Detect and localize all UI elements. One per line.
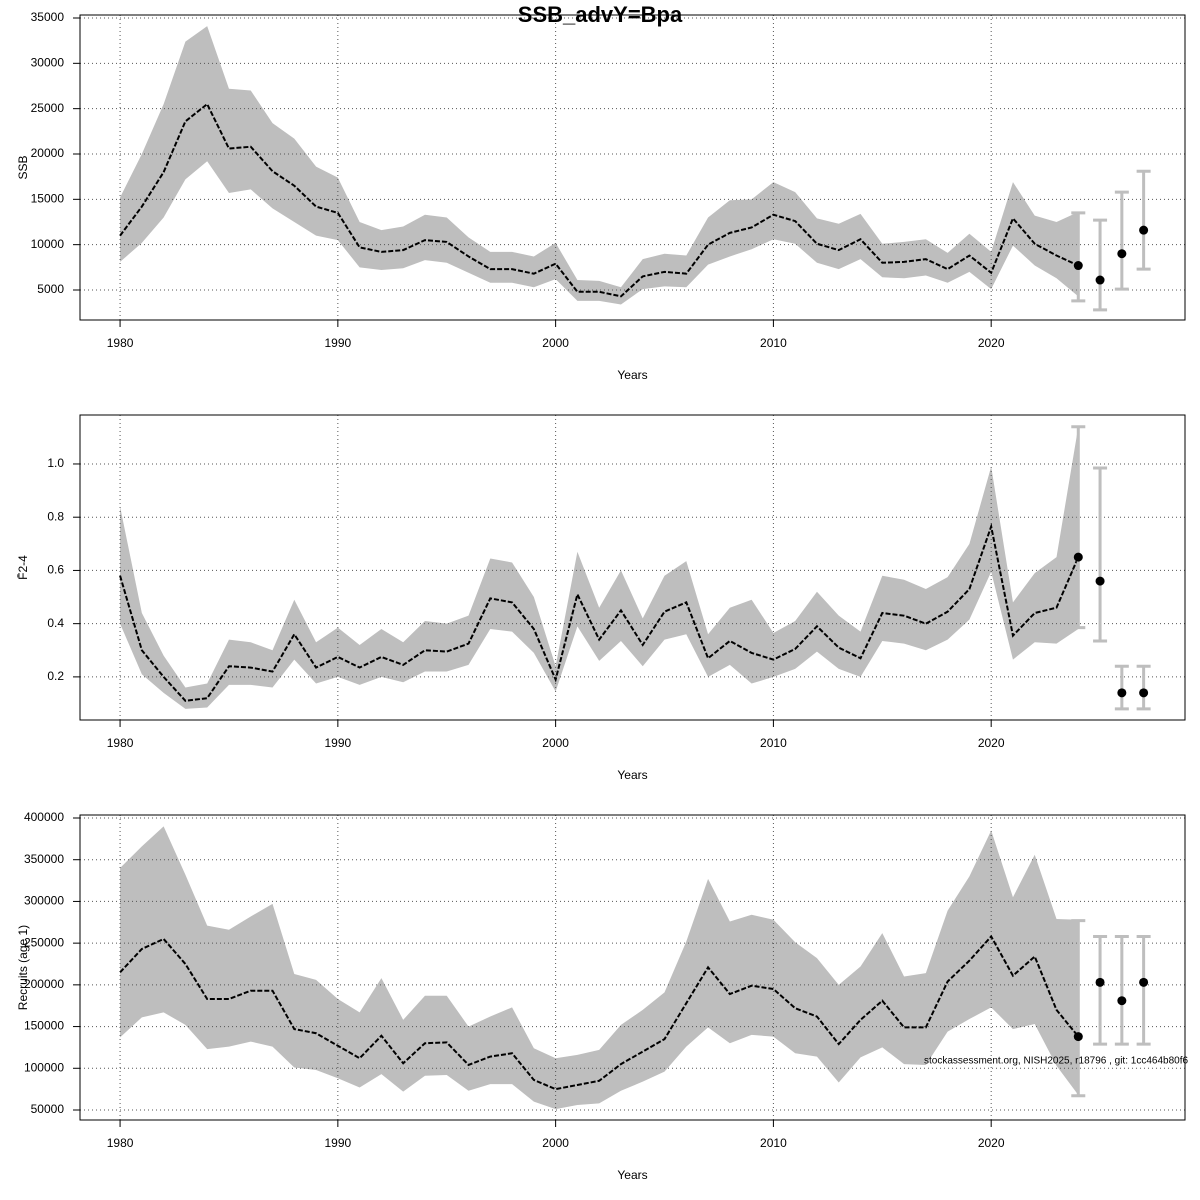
error-bar xyxy=(1114,934,1129,1046)
x-tick-label: 2000 xyxy=(542,1136,569,1150)
error-bar xyxy=(1093,934,1108,1046)
forecast-point xyxy=(1139,225,1149,235)
x-tick-label: 2020 xyxy=(978,1136,1005,1150)
error-bar xyxy=(1136,169,1151,271)
y-tick-label: 0.6 xyxy=(47,563,64,577)
forecast-point xyxy=(1095,275,1105,285)
plot-frame xyxy=(79,414,1186,721)
y-axis-label: F̄2-4 xyxy=(16,555,30,580)
y-tick-label: 0.4 xyxy=(47,616,64,630)
error-bar xyxy=(1093,466,1108,643)
y-tick-label: 250000 xyxy=(24,935,64,949)
error-bar xyxy=(1114,190,1129,291)
forecast-point xyxy=(1117,249,1127,259)
forecast-point xyxy=(1095,576,1105,586)
x-tick-label: 1990 xyxy=(324,1136,351,1150)
estimate-line xyxy=(119,102,1079,298)
plot-frame xyxy=(79,814,1186,1121)
plot-frame xyxy=(79,14,1186,321)
forecast-point xyxy=(1117,996,1127,1006)
error-bar xyxy=(1136,664,1151,711)
x-tick-label: 2020 xyxy=(978,336,1005,350)
error-bar xyxy=(1114,664,1129,711)
y-tick-label: 35000 xyxy=(31,10,65,24)
forecast-point xyxy=(1073,261,1083,271)
y-tick-label: 25000 xyxy=(31,101,65,115)
forecast-point xyxy=(1117,688,1127,698)
y-tick-label: 15000 xyxy=(31,191,65,205)
x-tick-label: 2010 xyxy=(760,1136,787,1150)
confidence-band xyxy=(120,426,1079,709)
y-tick-label: 300000 xyxy=(24,894,64,908)
x-tick-label: 1980 xyxy=(107,1136,134,1150)
forecast-point xyxy=(1073,552,1083,562)
error-bar xyxy=(1136,934,1151,1046)
x-tick-label: 1980 xyxy=(107,336,134,350)
forecast-point xyxy=(1095,977,1105,987)
annotation: stockassessment.org, NISH2025, r18796 , … xyxy=(924,1056,1188,1067)
x-tick-label: 2000 xyxy=(542,336,569,350)
error-bar xyxy=(1071,211,1086,303)
y-axis-label: SSB xyxy=(16,155,30,179)
x-tick-label: 2010 xyxy=(760,336,787,350)
estimate-line xyxy=(119,934,1080,1091)
figure-title: SSB_advY=Bpa xyxy=(518,2,683,27)
y-tick-label: 20000 xyxy=(31,146,65,160)
y-tick-label: 1.0 xyxy=(47,456,64,470)
y-tick-label: 5000 xyxy=(37,282,64,296)
y-tick-label: 400000 xyxy=(24,810,64,824)
x-tick-label: 1990 xyxy=(324,336,351,350)
x-tick-label: 2020 xyxy=(978,736,1005,750)
y-tick-label: 350000 xyxy=(24,852,64,866)
x-tick-label: 2010 xyxy=(760,736,787,750)
x-tick-label: 2000 xyxy=(542,736,569,750)
error-bar xyxy=(1071,919,1086,1098)
forecast-point xyxy=(1139,977,1149,987)
confidence-band xyxy=(120,826,1079,1110)
y-tick-label: 0.8 xyxy=(47,509,64,523)
x-axis-label: Years xyxy=(617,1168,647,1182)
confidence-band xyxy=(120,26,1079,305)
y-tick-label: 10000 xyxy=(31,237,65,251)
y-tick-label: 0.2 xyxy=(47,669,64,683)
error-bar xyxy=(1093,218,1108,312)
x-axis-label: Years xyxy=(617,768,647,782)
y-tick-label: 30000 xyxy=(31,55,65,69)
error-bar xyxy=(1071,425,1086,630)
forecast-point xyxy=(1139,688,1149,698)
y-tick-label: 200000 xyxy=(24,977,64,991)
forecast-point xyxy=(1073,1032,1083,1042)
x-tick-label: 1980 xyxy=(107,736,134,750)
y-tick-label: 100000 xyxy=(24,1060,64,1074)
y-axis-label: Recruits (age 1) xyxy=(16,925,30,1010)
y-tick-label: 150000 xyxy=(24,1019,64,1033)
x-axis-label: Years xyxy=(617,368,647,382)
x-tick-label: 1990 xyxy=(324,736,351,750)
estimate-line xyxy=(119,522,1080,702)
y-tick-label: 50000 xyxy=(31,1102,65,1116)
